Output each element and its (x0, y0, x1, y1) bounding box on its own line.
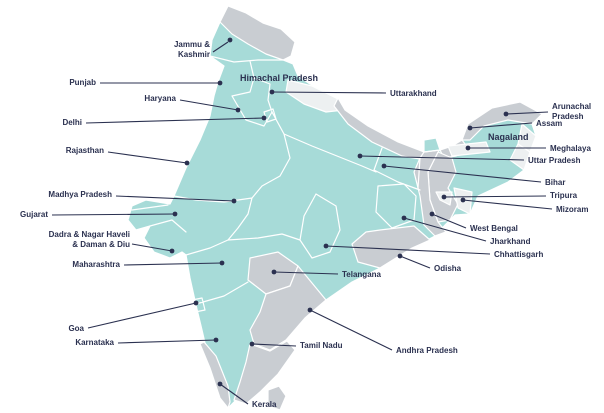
marker-dot-goa (193, 300, 199, 306)
state-tamil-nadu[interactable] (233, 340, 296, 405)
marker-dot-uttar-pradesh (357, 153, 363, 159)
leader-line-uttarakhand (271, 91, 387, 94)
label-tamil-nadu: Tamil Nadu (300, 341, 343, 350)
label-nagaland: Nagaland (488, 132, 529, 142)
label-west-bengal: West Bengal (470, 224, 518, 233)
label-jammu-kashmir: Jammu & Kashmir (174, 40, 210, 59)
label-haryana: Haryana (144, 94, 176, 103)
leader-line-goa (87, 302, 197, 329)
label-chhattisgarh: Chhattisgarh (494, 250, 543, 259)
leader-line-telangana (273, 271, 339, 275)
marker-dot-delhi (261, 115, 267, 121)
marker-dot-haryana (235, 107, 241, 113)
leader-line-haryana (179, 99, 239, 111)
label-assam: Assam (536, 119, 562, 128)
marker-dot-dadra-nagar-haveli-daman-diu (169, 248, 175, 254)
marker-dot-telangana (271, 269, 277, 275)
label-delhi: Delhi (62, 118, 82, 127)
label-andhra-pradesh: Andhra Pradesh (396, 346, 458, 355)
leader-line-dadra-nagar-haveli-daman-diu (131, 243, 173, 252)
leader-line-mizoram (462, 199, 553, 210)
state-west-bengal[interactable] (413, 149, 447, 237)
leader-line-west-bengal (431, 213, 467, 229)
leader-line-arunachal-pradesh (505, 111, 549, 115)
marker-dot-west-bengal (429, 211, 435, 217)
marker-dot-mizoram (460, 197, 466, 203)
marker-dot-jammu-kashmir (227, 37, 233, 43)
leader-line-gujarat (51, 213, 176, 216)
marker-dot-punjab (217, 80, 223, 86)
label-jharkhand: Jharkhand (490, 237, 531, 246)
label-madhya-pradesh: Madhya Pradesh (48, 190, 112, 199)
leader-line-uttar-pradesh (359, 155, 525, 161)
state-odisha[interactable] (351, 225, 431, 269)
state-uttarakhand[interactable] (285, 79, 345, 113)
marker-dot-jharkhand (401, 215, 407, 221)
leader-line-tripura (443, 195, 547, 198)
label-mizoram: Mizoram (556, 205, 588, 214)
label-goa: Goa (68, 324, 84, 333)
leader-line-chhattisgarh (325, 245, 491, 255)
label-layer: Jammu & Kashmir Himachal Pradesh Uttarakhan… (20, 37, 591, 409)
label-karnataka: Karnataka (75, 338, 114, 347)
state-ladakh[interactable] (219, 5, 296, 61)
leader-line-odisha (399, 255, 431, 269)
marker-dot-meghalaya (465, 145, 471, 151)
label-uttarakhand: Uttarakhand (390, 89, 437, 98)
label-odisha: Odisha (434, 264, 462, 273)
label-kerala: Kerala (252, 400, 277, 409)
marker-dot-karnataka (213, 337, 219, 343)
marker-dot-tamil-nadu (249, 341, 255, 347)
leader-line-assam (469, 122, 533, 129)
marker-dot-gujarat (172, 211, 178, 217)
marker-dot-assam (467, 125, 473, 131)
marker-dot-andhra-pradesh (307, 307, 313, 313)
marker-dot-chhattisgarh (323, 243, 329, 249)
state-borders (131, 55, 441, 313)
label-uttar-pradesh: Uttar Pradesh (528, 156, 581, 165)
leader-line-jharkhand (403, 217, 487, 242)
marker-dot-madhya-pradesh (231, 198, 237, 204)
label-gujarat: Gujarat (20, 210, 48, 219)
label-maharashtra: Maharashtra (72, 260, 120, 269)
leader-line-maharashtra (123, 262, 223, 266)
marker-dot-odisha (397, 253, 403, 259)
label-telangana: Telangana (342, 270, 382, 279)
marker-dot-arunachal-pradesh (503, 111, 509, 117)
leader-line-jammu-kashmir (212, 41, 229, 53)
marker-dot-maharashtra (219, 260, 225, 266)
marker-dot-rajasthan (184, 160, 190, 166)
label-himachal-pradesh: Himachal Pradesh (240, 73, 318, 83)
label-arunachal-pradesh: Arunachal Pradesh (552, 102, 591, 121)
leader-line-andhra-pradesh (309, 309, 393, 351)
leader-line-bihar (383, 165, 542, 183)
marker-dot-bihar (381, 163, 387, 169)
leader-line-kerala (219, 383, 249, 405)
marker-dot-kerala (217, 381, 223, 387)
label-dadra-nagar-haveli-daman-diu: Dadra & Nagar Haveli & Daman & Diu (49, 230, 130, 249)
state-kerala[interactable] (199, 341, 231, 409)
leader-line-delhi (85, 117, 265, 124)
leader-line-karnataka (117, 339, 217, 344)
label-punjab: Punjab (69, 78, 96, 87)
marker-dot-tripura (441, 194, 447, 200)
label-bihar: Bihar (545, 178, 565, 187)
label-rajasthan: Rajasthan (66, 146, 104, 155)
region-sri-lanka[interactable] (267, 385, 287, 411)
label-tripura: Tripura (550, 191, 578, 200)
leader-line-madhya-pradesh (115, 195, 235, 202)
marker-dot-uttarakhand (269, 89, 275, 95)
leader-line-tamil-nadu (251, 343, 297, 347)
label-meghalaya: Meghalaya (550, 144, 591, 153)
state-manipur[interactable] (509, 143, 531, 171)
leader-line-rajasthan (107, 151, 188, 164)
state-arunachal-pradesh[interactable] (461, 101, 543, 141)
